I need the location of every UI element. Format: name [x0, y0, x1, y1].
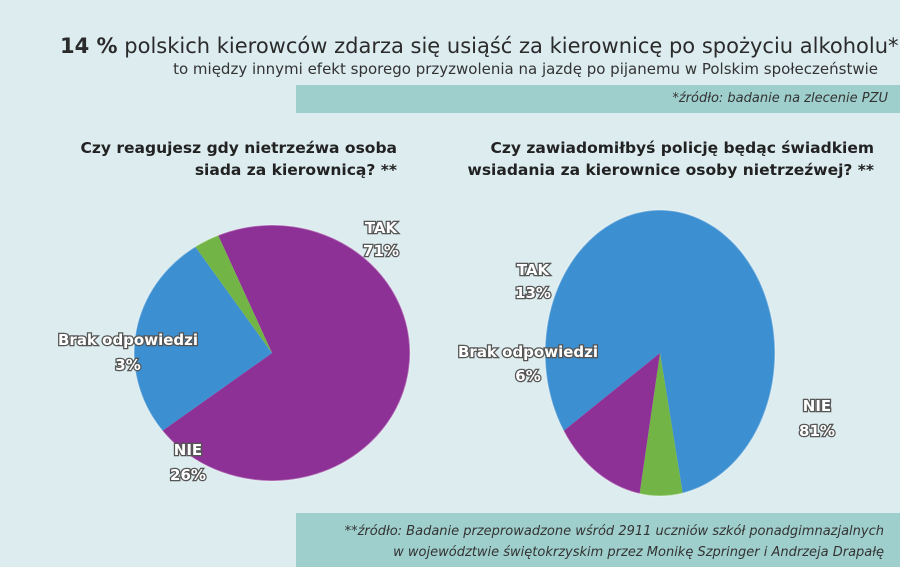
source-band-bottom: **źródło: Badanie przeprowadzone wśród 2… — [296, 513, 900, 567]
pie-2-slice-tak — [563, 353, 660, 494]
pie-1-slice-tak — [162, 225, 411, 482]
source-note-line-2: w województwie świętokrzyskim przez Moni… — [393, 545, 884, 560]
question-1-line-1: Czy reagujesz gdy nietrzeźwa osoba — [80, 139, 397, 157]
pie-1-value-brak-odpowiedzi: 3% — [115, 356, 140, 374]
source-note-top: *źródło: badanie na zlecenie PZU — [672, 91, 888, 106]
pie-1: TAK 71% NIE 26% Brak odpowiedzi 3% — [57, 218, 411, 485]
pie-1-label-tak: TAK — [365, 219, 399, 237]
source-note-bottom: **źródło: Badanie przeprowadzone wśród 2… — [345, 521, 884, 563]
pie-1-value-nie: 26% — [170, 466, 206, 484]
main-title: 14 % polskich kierowców zdarza się usiąś… — [60, 34, 899, 58]
question-1-line-2: siada za kierownicą? ** — [194, 161, 397, 179]
pie-1-slice-brak-odpowiedzi — [195, 235, 272, 353]
pie-2-slice-brak-odpowiedzi — [639, 353, 683, 496]
subtitle: to między innymi efekt sporego przyzwole… — [173, 60, 878, 78]
pie-2-label-brak-odpowiedzi: Brak odpowiedzi — [458, 343, 598, 361]
pie-2-value-tak: 13% — [515, 284, 551, 302]
pie-1-label-brak-odpowiedzi: Brak odpowiedzi — [58, 331, 198, 349]
question-2-line-1: Czy zawiadomiłbyś policję będąc świadkie… — [490, 139, 874, 157]
pie-2-label-nie: NIE — [803, 397, 831, 415]
pie-2-label-tak: TAK — [517, 261, 551, 279]
source-band-top: *źródło: badanie na zlecenie PZU — [296, 85, 900, 113]
pie-1-label-nie: NIE — [174, 441, 202, 459]
question-1-title: Czy reagujesz gdy nietrzeźwa osoba siada… — [80, 137, 397, 181]
question-2-line-2: wsiadania za kierownice osoby nietrzeźwe… — [467, 161, 874, 179]
pie-2-slice-nie — [545, 210, 776, 494]
source-note-line-1: **źródło: Badanie przeprowadzone wśród 2… — [344, 524, 884, 539]
pie-1-value-tak: 71% — [363, 242, 399, 260]
main-title-bold: 14 % — [60, 34, 118, 58]
main-title-text: polskich kierowców zdarza się usiąść za … — [124, 34, 899, 58]
pie-2-rim — [544, 209, 776, 497]
pie-2-value-nie: 81% — [799, 422, 835, 440]
pie-1-rim — [133, 224, 411, 482]
pie-2: TAK 13% NIE 81% Brak odpowiedzi 6% — [457, 209, 836, 497]
pie-2-value-brak-odpowiedzi: 6% — [515, 367, 540, 385]
pie-1-slice-nie — [134, 246, 272, 431]
question-2-title: Czy zawiadomiłbyś policję będąc świadkie… — [468, 137, 874, 181]
